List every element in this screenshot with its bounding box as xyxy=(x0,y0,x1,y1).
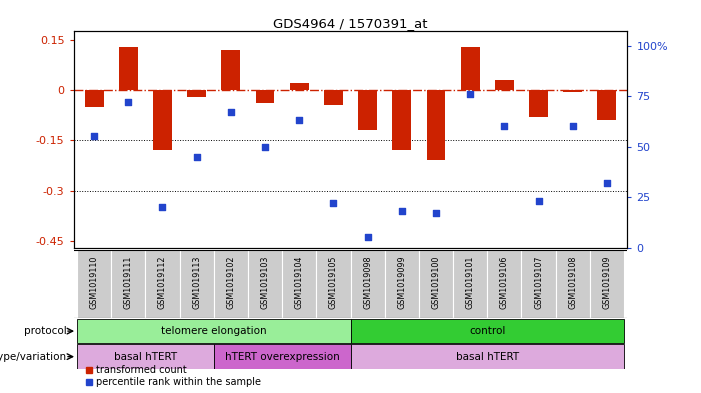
Text: GSM1019099: GSM1019099 xyxy=(397,256,407,309)
Point xyxy=(498,123,510,130)
Text: GSM1019108: GSM1019108 xyxy=(569,256,577,309)
Text: hTERT overexpression: hTERT overexpression xyxy=(225,352,339,362)
Text: GSM1019112: GSM1019112 xyxy=(158,256,167,309)
Bar xyxy=(77,250,111,318)
Bar xyxy=(282,250,316,318)
Bar xyxy=(187,90,206,97)
Bar xyxy=(393,90,411,151)
Point xyxy=(601,180,613,186)
Bar xyxy=(111,250,145,318)
Bar xyxy=(153,90,172,151)
Bar xyxy=(350,319,624,343)
Bar xyxy=(248,250,282,318)
Bar xyxy=(385,250,419,318)
Point xyxy=(396,208,407,214)
Text: GSM1019098: GSM1019098 xyxy=(363,256,372,309)
Text: protocol: protocol xyxy=(24,326,67,336)
Text: GSM1019100: GSM1019100 xyxy=(431,256,440,309)
Bar xyxy=(119,46,137,90)
Bar xyxy=(487,250,522,318)
Point xyxy=(567,123,578,130)
Bar xyxy=(350,250,385,318)
Point xyxy=(328,200,339,206)
Bar xyxy=(290,83,308,90)
Bar xyxy=(214,344,350,369)
Bar xyxy=(529,90,548,117)
Bar xyxy=(256,90,274,103)
Text: GSM1019101: GSM1019101 xyxy=(465,256,475,309)
Text: control: control xyxy=(469,326,505,336)
Point xyxy=(430,210,442,217)
Bar xyxy=(179,250,214,318)
Text: GSM1019109: GSM1019109 xyxy=(602,256,611,309)
Text: GSM1019111: GSM1019111 xyxy=(124,256,132,309)
Point xyxy=(533,198,544,204)
Point xyxy=(157,204,168,210)
Bar xyxy=(461,46,479,90)
Legend: transformed count, percentile rank within the sample: transformed count, percentile rank withi… xyxy=(86,365,261,387)
Bar xyxy=(590,250,624,318)
Point xyxy=(123,99,134,105)
Point xyxy=(465,91,476,97)
Point xyxy=(191,154,203,160)
Title: GDS4964 / 1570391_at: GDS4964 / 1570391_at xyxy=(273,17,428,30)
Bar xyxy=(77,319,350,343)
Bar xyxy=(358,90,377,130)
Bar xyxy=(222,50,240,90)
Bar xyxy=(564,90,582,92)
Point xyxy=(294,117,305,123)
Bar xyxy=(214,250,248,318)
Bar xyxy=(350,344,624,369)
Text: GSM1019106: GSM1019106 xyxy=(500,256,509,309)
Bar xyxy=(77,344,214,369)
Text: basal hTERT: basal hTERT xyxy=(456,352,519,362)
Text: GSM1019104: GSM1019104 xyxy=(294,256,304,309)
Text: basal hTERT: basal hTERT xyxy=(114,352,177,362)
Bar xyxy=(556,250,590,318)
Point xyxy=(259,143,271,150)
Bar xyxy=(324,90,343,105)
Bar xyxy=(316,250,350,318)
Bar xyxy=(427,90,445,160)
Text: GSM1019110: GSM1019110 xyxy=(90,256,99,309)
Text: GSM1019103: GSM1019103 xyxy=(261,256,270,309)
Text: GSM1019105: GSM1019105 xyxy=(329,256,338,309)
Bar xyxy=(522,250,556,318)
Bar xyxy=(597,90,616,120)
Text: telomere elongation: telomere elongation xyxy=(161,326,266,336)
Point xyxy=(88,133,100,140)
Point xyxy=(225,109,236,116)
Bar xyxy=(495,80,514,90)
Text: GSM1019107: GSM1019107 xyxy=(534,256,543,309)
Bar xyxy=(145,250,179,318)
Text: GSM1019113: GSM1019113 xyxy=(192,256,201,309)
Point xyxy=(362,234,373,241)
Text: genotype/variation: genotype/variation xyxy=(0,352,67,362)
Bar xyxy=(85,90,104,107)
Bar xyxy=(419,250,453,318)
Bar xyxy=(453,250,487,318)
Text: GSM1019102: GSM1019102 xyxy=(226,256,236,309)
